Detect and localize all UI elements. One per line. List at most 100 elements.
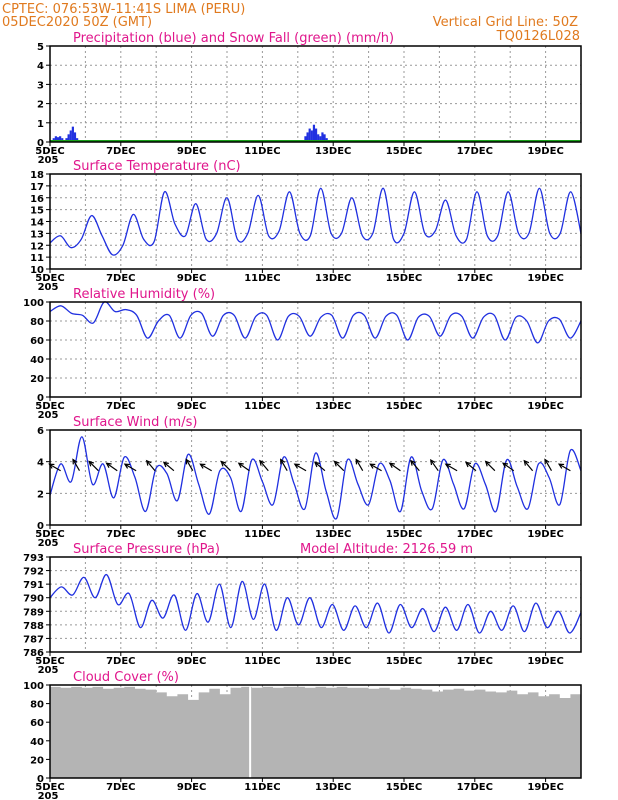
wind-arrow-head bbox=[105, 462, 112, 468]
temp-xtick-label: 19DEC bbox=[527, 273, 563, 284]
precip-bar bbox=[321, 132, 324, 142]
wind-arrow-head bbox=[162, 461, 169, 468]
header-model-id: TQ0126L028 bbox=[496, 29, 580, 44]
pressure-frame bbox=[49, 556, 582, 653]
wind-arrow-head bbox=[410, 459, 416, 466]
cloud-gap bbox=[249, 685, 252, 778]
header-run-date: 05DEC2020 50Z (GMT) bbox=[2, 15, 152, 30]
wind-arrow-head bbox=[123, 463, 130, 469]
wind-arrow-shaft bbox=[49, 463, 61, 472]
wind-arrow-head bbox=[199, 463, 206, 469]
wind-arrow-head bbox=[293, 463, 300, 469]
precip-bar bbox=[308, 128, 311, 142]
wind-arrow-head bbox=[145, 459, 152, 466]
precip-ytick-label: 0 bbox=[37, 138, 44, 149]
wind-arrow-shaft bbox=[558, 463, 571, 472]
wind-arrow-shaft bbox=[445, 463, 458, 472]
precip-bar bbox=[306, 132, 309, 142]
wind-arrow-shaft bbox=[465, 461, 477, 472]
precip-title: Precipitation (blue) and Snow Fall (gree… bbox=[73, 31, 394, 46]
wind-arrow-head bbox=[430, 459, 436, 466]
temp-series-line bbox=[49, 187, 582, 256]
cloud-xtick-label: 13DEC bbox=[315, 782, 351, 793]
wind-title: Surface Wind (m/s) bbox=[73, 415, 197, 430]
wind-arrow-head bbox=[484, 460, 491, 467]
wind-arrow-shaft bbox=[163, 461, 175, 472]
wind-xtick-label: 9DEC bbox=[177, 529, 206, 540]
temp-xtick-label: 15DEC bbox=[386, 273, 422, 284]
temp-xtick-label: 17DEC bbox=[457, 273, 493, 284]
precip-bar bbox=[304, 136, 307, 142]
pressure-xstart-label: 205 bbox=[38, 665, 59, 676]
precip-bar bbox=[314, 128, 318, 142]
wind-arrow-head bbox=[523, 459, 530, 466]
pressure-ytick-label: 790 bbox=[23, 594, 44, 605]
precip-xtick-label: 9DEC bbox=[177, 146, 206, 157]
wind-arrow-head bbox=[544, 458, 550, 465]
wind-arrow-head bbox=[444, 463, 451, 469]
precip-bar bbox=[59, 136, 62, 142]
precip-xtick-label: 17DEC bbox=[457, 146, 493, 157]
wind-arrow-shaft bbox=[259, 460, 269, 472]
rh-xtick-label: 19DEC bbox=[527, 401, 563, 412]
pressure-annotation: Model Altitude: 2126.59 m bbox=[300, 542, 473, 557]
wind-arrow-head bbox=[185, 458, 191, 465]
wind-arrow-shaft bbox=[430, 459, 439, 472]
pressure-xtick-label: 9DEC bbox=[177, 656, 206, 667]
wind-arrow-head bbox=[333, 460, 340, 467]
wind-arrow-head bbox=[220, 460, 227, 467]
temp-xstart-label: 205 bbox=[38, 282, 59, 293]
precip-frame bbox=[49, 45, 582, 143]
wind-ytick-label: 6 bbox=[37, 426, 44, 437]
header-location: CPTEC: 076:53W-11:41S LIMA (PERU) bbox=[2, 2, 245, 17]
precip-bar bbox=[317, 134, 320, 142]
wind-arrow-shaft bbox=[294, 463, 307, 472]
cloud-xtick-label: 7DEC bbox=[106, 782, 135, 793]
pressure-xtick-label: 7DEC bbox=[106, 656, 135, 667]
wind-arrow-shaft bbox=[124, 463, 137, 472]
precip-xstart-label: 205 bbox=[38, 155, 59, 166]
precip-xtick-label: 5DEC bbox=[35, 146, 64, 157]
pressure-xtick-label: 15DEC bbox=[386, 656, 422, 667]
pressure-ytick-label: 791 bbox=[23, 580, 44, 591]
pressure-xtick-label: 5DEC bbox=[35, 656, 64, 667]
precip-bar bbox=[323, 134, 326, 142]
rh-xtick-label: 17DEC bbox=[457, 401, 493, 412]
cloud-area bbox=[50, 686, 581, 778]
precip-xtick-label: 13DEC bbox=[315, 146, 351, 157]
pressure-ytick-label: 786 bbox=[23, 648, 44, 659]
rh-xtick-label: 13DEC bbox=[315, 401, 351, 412]
precip-bar bbox=[56, 137, 60, 142]
temp-ytick-label: 17 bbox=[30, 182, 44, 193]
cloud-title: Cloud Cover (%) bbox=[73, 670, 179, 685]
wind-arrow-head bbox=[314, 461, 321, 468]
wind-frame bbox=[49, 429, 582, 526]
wind-arrow-head bbox=[502, 462, 509, 468]
wind-series-line bbox=[49, 436, 582, 520]
precip-bar bbox=[312, 124, 316, 142]
precip-xtick-label: 11DEC bbox=[244, 146, 280, 157]
rh-frame bbox=[49, 301, 582, 398]
temp-xtick-label: 13DEC bbox=[315, 273, 351, 284]
rh-ytick-label: 20 bbox=[30, 374, 44, 385]
cloud-ytick-label: 40 bbox=[30, 737, 44, 748]
wind-arrow-head bbox=[369, 463, 376, 469]
wind-arrow-head bbox=[557, 463, 565, 469]
rh-ytick-label: 40 bbox=[30, 355, 44, 366]
wind-arrow-head bbox=[72, 458, 78, 465]
wind-xtick-label: 15DEC bbox=[386, 529, 422, 540]
wind-arrow-shaft bbox=[410, 460, 420, 472]
precip-bar bbox=[54, 136, 57, 142]
temp-title: Surface Temperature (nC) bbox=[73, 159, 241, 174]
cloud-xstart-label: 205 bbox=[38, 791, 59, 800]
cloud-ytick-label: 20 bbox=[30, 755, 44, 766]
temp-xtick-label: 5DEC bbox=[35, 273, 64, 284]
wind-xtick-label: 11DEC bbox=[244, 529, 280, 540]
cloud-ytick-label: 100 bbox=[23, 681, 44, 692]
wind-arrow-head bbox=[88, 460, 95, 467]
wind-ytick-label: 0 bbox=[37, 521, 44, 532]
pressure-ytick-label: 793 bbox=[23, 553, 44, 564]
pressure-title: Surface Pressure (hPa) bbox=[73, 542, 220, 557]
temp-ytick-label: 12 bbox=[30, 241, 44, 252]
